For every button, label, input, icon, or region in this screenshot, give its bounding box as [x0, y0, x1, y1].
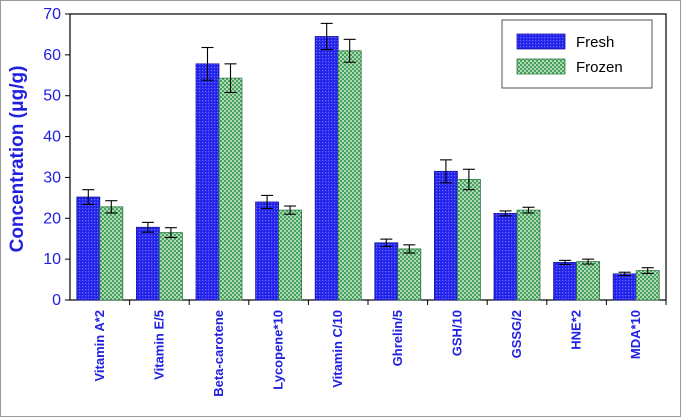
x-tick-label: GSH/10 — [449, 310, 464, 356]
bar-fresh — [374, 242, 399, 301]
bar-fresh — [553, 262, 577, 301]
bar-frozen — [337, 50, 362, 301]
bars — [76, 22, 660, 301]
bar-frozen — [635, 270, 660, 301]
bar-fresh — [255, 201, 280, 301]
bar-fresh — [493, 212, 518, 301]
legend-swatch-frozen — [516, 58, 566, 75]
bar-frozen — [576, 261, 600, 301]
y-tick-label: 50 — [43, 88, 61, 105]
bar-frozen — [456, 179, 481, 301]
x-tick-label: MDA*10 — [628, 310, 643, 359]
y-tick-label: 0 — [52, 292, 61, 309]
bar-frozen — [158, 232, 183, 301]
legend-box — [501, 19, 653, 89]
y-tick-label: 60 — [43, 47, 61, 64]
y-axis-title: Concentration (μg/g) — [7, 66, 28, 253]
bar-frozen — [218, 77, 243, 301]
bar-frozen — [516, 209, 541, 301]
x-tick-label: Vitamin E/5 — [151, 310, 166, 380]
legend-label-fresh: Fresh — [576, 34, 614, 51]
legend-label-frozen: Frozen — [576, 59, 623, 76]
y-tick-label: 20 — [43, 210, 61, 227]
legend: Fresh Frozen — [501, 19, 653, 89]
axis-labels: 0 10 20 30 40 50 60 70 Vitamin A*2 Vitamin E/5 Bet… — [43, 6, 643, 397]
x-tick-label: Ghrelin/5 — [390, 310, 405, 366]
y-tick-label: 10 — [43, 251, 61, 268]
legend-swatch-fresh — [516, 33, 566, 50]
y-tick-label: 70 — [43, 6, 61, 23]
x-tick-label: HNE*2 — [569, 310, 584, 350]
x-tick-label: Lycopene*10 — [271, 310, 286, 390]
bar-fresh — [76, 196, 101, 301]
y-tick-label: 40 — [43, 129, 61, 146]
bar-frozen — [278, 209, 303, 301]
x-tick-label: Vitamin A*2 — [92, 310, 107, 382]
bar-fresh — [135, 226, 160, 301]
y-tick-label: 30 — [43, 169, 61, 186]
bar-frozen — [99, 206, 124, 301]
bar-fresh — [612, 273, 637, 301]
bar-fresh — [314, 36, 339, 301]
bar-fresh — [433, 170, 458, 301]
x-tick-label: GSSG/2 — [509, 310, 524, 358]
bar-fresh — [195, 63, 220, 301]
x-tick-label: Beta-carotene — [211, 310, 226, 397]
bar-frozen — [397, 248, 422, 301]
x-tick-label: Vitamin C/10 — [330, 310, 345, 388]
axes — [65, 13, 667, 305]
